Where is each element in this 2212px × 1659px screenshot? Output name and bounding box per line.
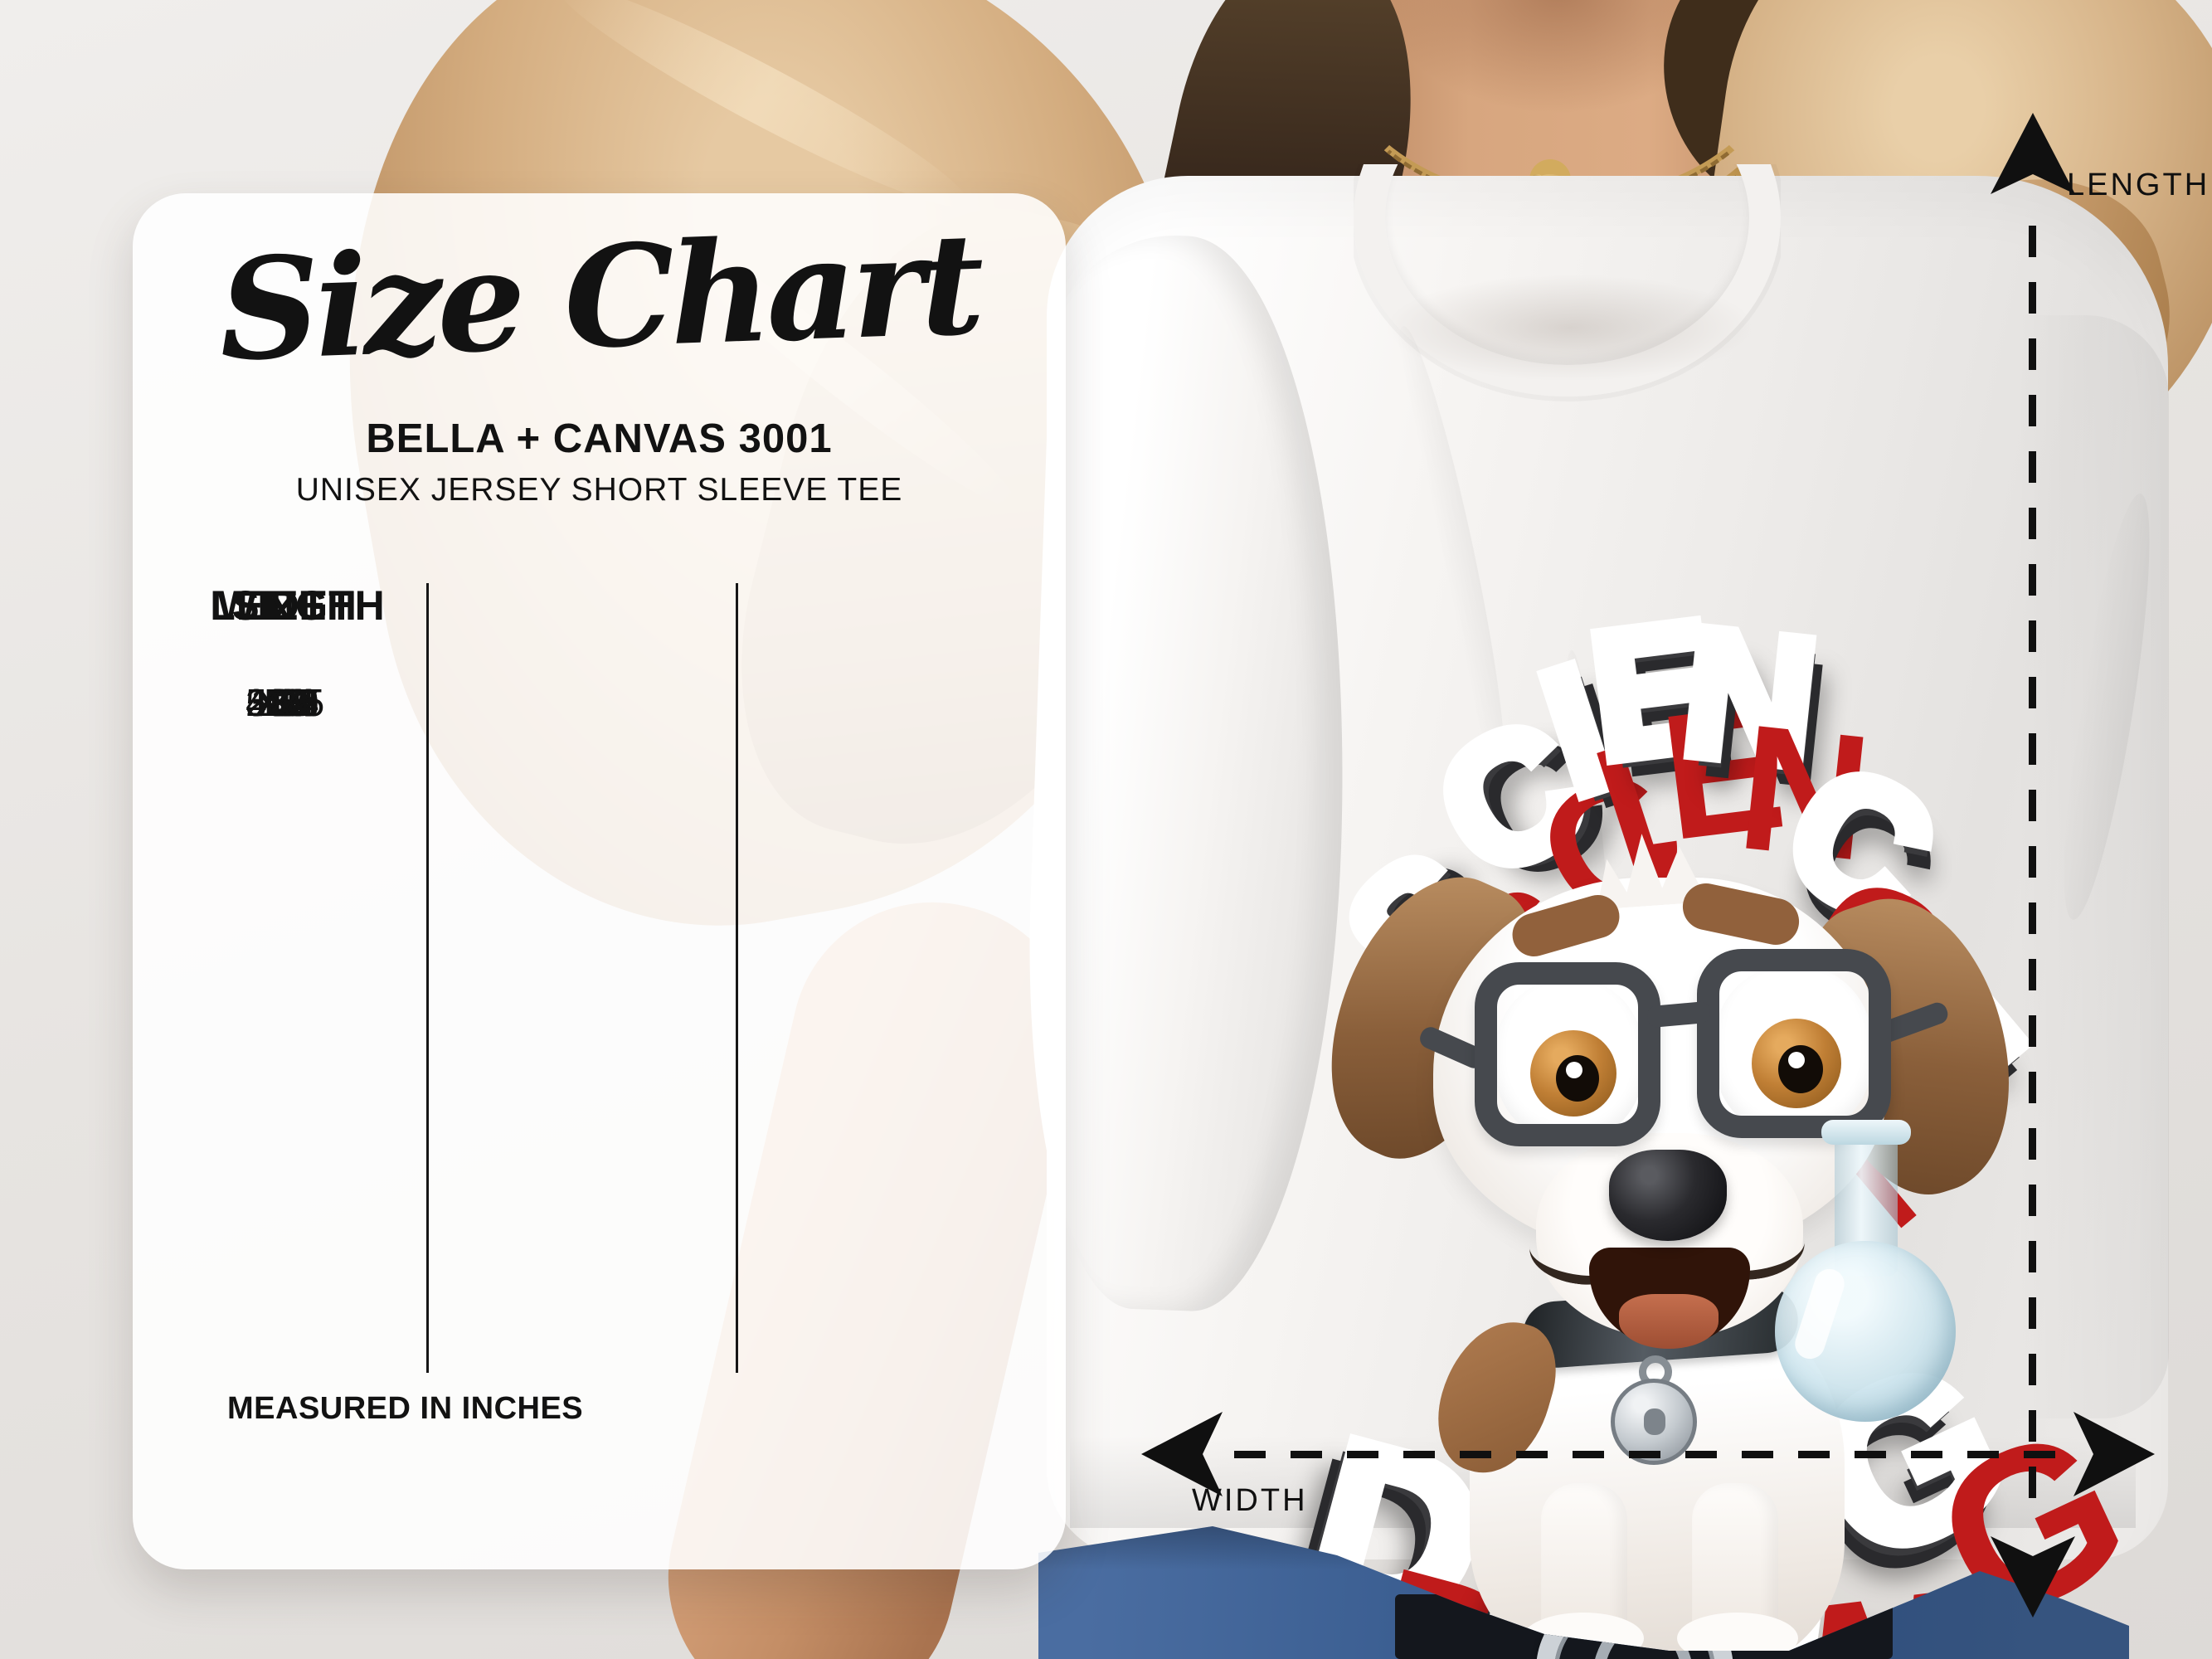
table-cell: 18 — [265, 681, 309, 724]
table-cell: S — [266, 681, 293, 724]
table-cell: 31 — [276, 681, 319, 724]
table-cell: XL — [255, 681, 304, 724]
table-cell: 26 — [265, 681, 309, 724]
glasses-lens — [1697, 949, 1891, 1138]
size-chart-card: Size Chart BELLA + CANVAS 3001 UNISEX JE… — [133, 193, 1066, 1569]
eye-glint — [1788, 1052, 1805, 1068]
table-cell: 5XL — [246, 681, 314, 724]
table-cell: 3XL — [246, 681, 314, 724]
table-cell: 16.5 — [250, 681, 325, 724]
table-cell: 30 — [276, 681, 319, 724]
table-cell: 28 — [276, 681, 319, 724]
table-cell: 33 — [276, 681, 319, 724]
table-cell: 24 — [265, 681, 309, 724]
table-row: XL 24 31 — [133, 680, 1066, 758]
arrow-left-icon — [1141, 1412, 1223, 1496]
table-row: 4XL 30 34 — [133, 680, 1066, 758]
table-cell: 32 — [265, 681, 309, 724]
product-line: UNISEX JERSEY SHORT SLEEVE TEE — [295, 472, 903, 508]
units-footnote: MEASURED IN INCHES — [227, 1391, 584, 1426]
table-row: 5XL 32 35 — [133, 680, 1066, 758]
table-cell: 35 — [276, 681, 319, 724]
table-cell: 32 — [276, 681, 319, 724]
column-divider — [426, 583, 429, 1373]
tshirt-collar — [1354, 164, 1781, 413]
column-divider — [736, 583, 738, 1373]
table-row: 2XL 26 32 — [133, 680, 1066, 758]
table-row: XS 16.5 27 — [133, 680, 1066, 758]
table-cell: 28 — [265, 681, 309, 724]
table-row: S 18 28 — [133, 680, 1066, 758]
brand-line: BELLA + CANVAS 3001 — [366, 416, 833, 461]
table-cell: 22 — [265, 681, 309, 724]
card-title: Size Chart — [216, 202, 983, 392]
table-body: XS 16.5 27 S 18 28 M 20 29 L 22 30 XL 24 31 2XL 26 32 3XL 2… — [133, 680, 1066, 1379]
dog-tongue — [1619, 1294, 1719, 1349]
width-label: WIDTH — [1192, 1483, 1308, 1518]
dog-nose — [1609, 1150, 1727, 1241]
glasses-lens — [1475, 962, 1660, 1146]
table-cell: 2XL — [246, 681, 314, 724]
table-cell: M — [263, 681, 296, 724]
table-header-cell: LENGTH — [210, 582, 386, 629]
eye-glint — [1566, 1062, 1582, 1078]
table-cell: 20 — [265, 681, 309, 724]
dog-tag-slot — [1644, 1408, 1665, 1435]
flask-rim — [1821, 1120, 1911, 1145]
table-cell: XS — [254, 681, 305, 724]
table-cell: 27 — [276, 681, 319, 724]
table-cell: 29 — [276, 681, 319, 724]
table-header-cell: SIZE — [231, 582, 328, 629]
table-row: M 20 29 — [133, 680, 1066, 758]
table-cell: 34 — [276, 681, 319, 724]
table-cell: 30 — [265, 681, 309, 724]
table-row: 3XL 28 33 — [133, 680, 1066, 758]
collar-shadow — [1383, 274, 1757, 382]
table-header-row: SIZE WIDTH LENGTH — [133, 581, 1066, 648]
length-dashed-line — [2029, 226, 2036, 1521]
length-label: LENGTH — [2067, 168, 2210, 202]
arrow-down-icon — [1991, 1536, 2075, 1618]
table-row: L 22 30 — [133, 680, 1066, 758]
arrow-up-icon — [1991, 113, 2075, 194]
table-cell: 4XL — [246, 681, 314, 724]
arrow-right-icon — [2073, 1412, 2155, 1496]
table-header-cell: WIDTH — [217, 582, 357, 629]
tshirt-side-shade — [2015, 315, 2169, 1418]
table-cell: L — [269, 681, 290, 724]
width-dashed-line — [1234, 1451, 2072, 1458]
